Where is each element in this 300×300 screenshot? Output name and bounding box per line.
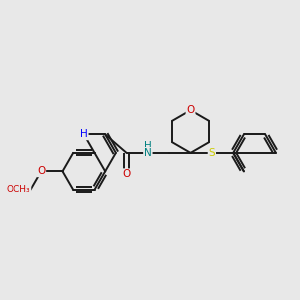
- Text: O: O: [37, 166, 45, 176]
- Text: O: O: [122, 169, 131, 179]
- Text: S: S: [208, 148, 215, 158]
- Text: N: N: [144, 148, 152, 158]
- Text: O: O: [186, 105, 195, 115]
- Text: H: H: [80, 129, 88, 140]
- Text: OCH₃: OCH₃: [7, 185, 31, 194]
- Text: H: H: [144, 142, 152, 152]
